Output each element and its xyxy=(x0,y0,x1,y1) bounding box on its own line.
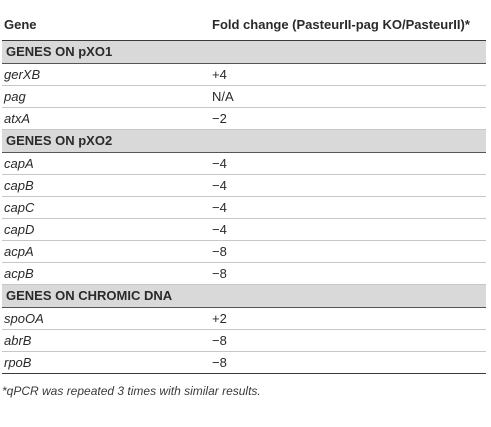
section-title: GENES ON pXO1 xyxy=(2,39,486,64)
gene-cell: capA xyxy=(2,152,210,175)
header-row: Gene Fold change (PasteurII-pag KO/Paste… xyxy=(2,9,486,41)
fold-change-cell: −2 xyxy=(210,107,486,130)
table-row: rpoB −8 xyxy=(2,351,486,374)
table-row: atxA −2 xyxy=(2,107,486,130)
table-row: capA −4 xyxy=(2,152,486,175)
gene-cell: spoOA xyxy=(2,307,210,330)
gene-cell: capD xyxy=(2,218,210,241)
fold-change-cell: N/A xyxy=(210,85,486,108)
table-row: pag N/A xyxy=(2,85,486,108)
gene-cell: abrB xyxy=(2,329,210,352)
section-title: GENES ON CHROMIC DNA xyxy=(2,283,486,308)
table-row: acpB −8 xyxy=(2,262,486,285)
section-header-pxo1: GENES ON pXO1 xyxy=(2,39,486,64)
gene-cell: capB xyxy=(2,174,210,197)
gene-cell: gerXB xyxy=(2,63,210,86)
table-row: capD −4 xyxy=(2,218,486,241)
gene-cell: capC xyxy=(2,196,210,219)
table-footnote: *qPCR was repeated 3 times with similar … xyxy=(2,383,261,398)
top-spacer xyxy=(0,0,491,9)
gene-cell: atxA xyxy=(2,107,210,130)
gene-cell: acpA xyxy=(2,240,210,263)
fold-change-table: Gene Fold change (PasteurII-pag KO/Paste… xyxy=(2,9,486,374)
fold-change-cell: −4 xyxy=(210,196,486,219)
gene-cell: rpoB xyxy=(2,351,210,374)
table-row: acpA −8 xyxy=(2,240,486,263)
table-body: GENES ON pXO1 gerXB +4 pag N/A atxA −2 G… xyxy=(2,39,486,374)
fold-change-cell: −8 xyxy=(210,240,486,263)
gene-cell: pag xyxy=(2,85,210,108)
table-row: capC −4 xyxy=(2,196,486,219)
header-gene: Gene xyxy=(2,9,210,41)
table-row: capB −4 xyxy=(2,174,486,197)
fold-change-cell: −8 xyxy=(210,329,486,352)
table-row: gerXB +4 xyxy=(2,63,486,86)
table-header: Gene Fold change (PasteurII-pag KO/Paste… xyxy=(2,9,486,41)
section-header-pxo2: GENES ON pXO2 xyxy=(2,128,486,153)
fold-change-cell: −8 xyxy=(210,262,486,285)
fold-change-cell: −4 xyxy=(210,152,486,175)
table-row: spoOA +2 xyxy=(2,307,486,330)
fold-change-cell: −8 xyxy=(210,351,486,374)
section-header-chromic-dna: GENES ON CHROMIC DNA xyxy=(2,283,486,308)
table-row: abrB −8 xyxy=(2,329,486,352)
gene-cell: acpB xyxy=(2,262,210,285)
fold-change-cell: −4 xyxy=(210,218,486,241)
fold-change-cell: +2 xyxy=(210,307,486,330)
fold-change-table-container: Gene Fold change (PasteurII-pag KO/Paste… xyxy=(0,0,491,398)
fold-change-cell: +4 xyxy=(210,63,486,86)
header-fold-change: Fold change (PasteurII-pag KO/PasteurII)… xyxy=(210,9,486,41)
fold-change-cell: −4 xyxy=(210,174,486,197)
section-title: GENES ON pXO2 xyxy=(2,128,486,153)
